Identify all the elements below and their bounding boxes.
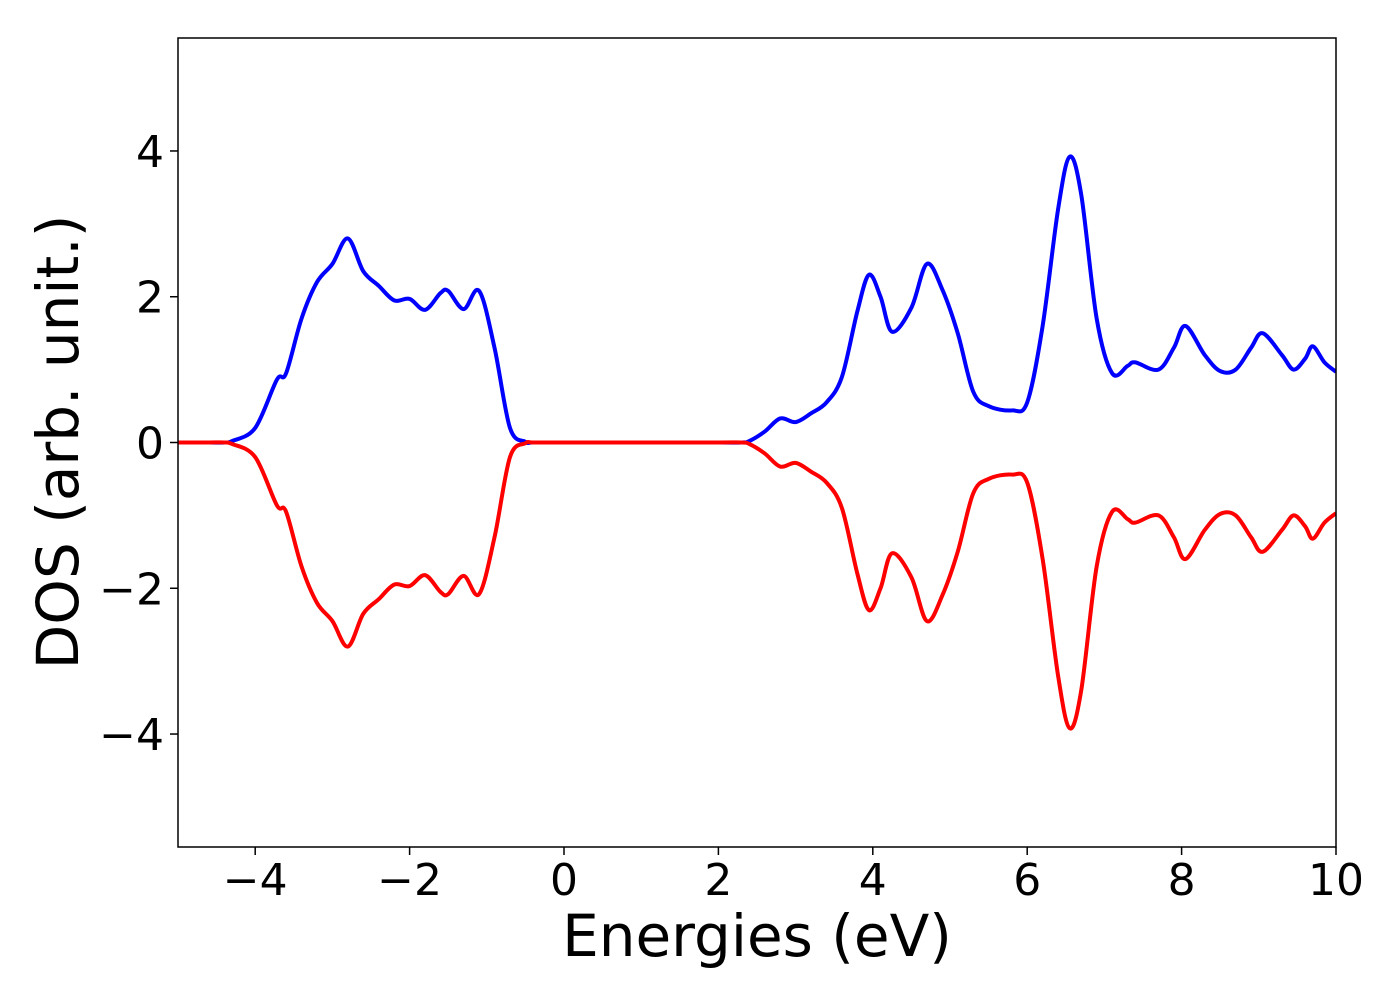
y-tick-label: 2 [136, 273, 164, 324]
y-tick-label: −4 [99, 710, 164, 761]
x-tick-label: −2 [377, 855, 442, 906]
x-tick-label: 0 [550, 855, 578, 906]
x-tick-label: 2 [704, 855, 732, 906]
x-tick-label: −4 [223, 855, 288, 906]
y-tick-label: −2 [99, 564, 164, 615]
y-tick-label: 4 [136, 127, 164, 178]
y-tick-label: 0 [136, 419, 164, 470]
x-tick-label: 10 [1308, 855, 1364, 906]
y-axis-label: DOS (arb. unit.) [24, 215, 92, 670]
plot-frame [177, 37, 1337, 848]
x-axis-label: Energies (eV) [562, 902, 952, 970]
x-tick-label: 4 [859, 855, 887, 906]
x-tick-label: 8 [1168, 855, 1196, 906]
series-line [178, 154, 1336, 446]
series-line [178, 439, 1336, 731]
x-tick-label: 6 [1013, 855, 1041, 906]
